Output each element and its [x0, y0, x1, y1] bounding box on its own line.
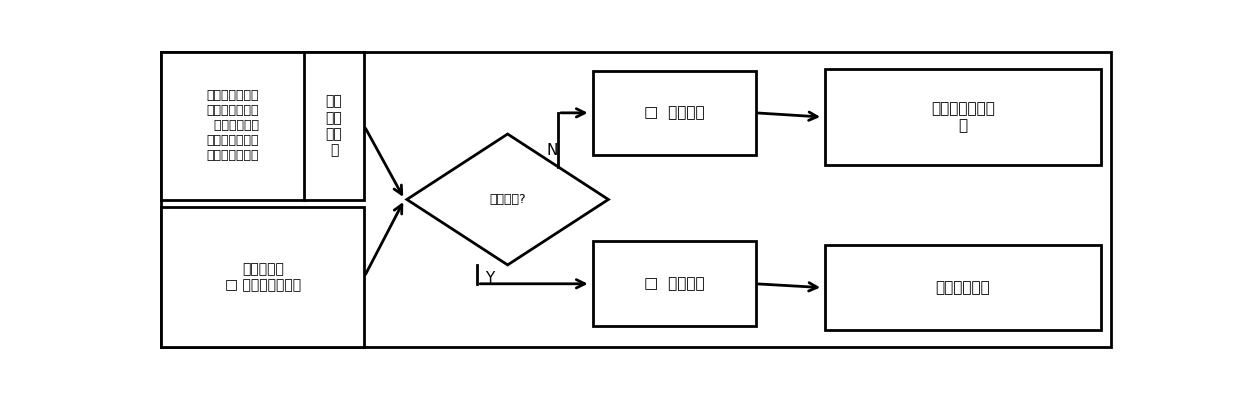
Bar — [593, 70, 755, 155]
Text: □  故障诊断: □ 故障诊断 — [644, 276, 704, 291]
Bar — [593, 241, 755, 326]
Bar — [161, 207, 365, 347]
Text: 在线监测数据、
带电检测数据、
  停电数据、负
荷、油温、台账
等设备状态数据: 在线监测数据、 带电检测数据、 停电数据、负 荷、油温、台账 等设备状态数据 — [206, 89, 259, 162]
Text: 定位设备故障: 定位设备故障 — [935, 280, 991, 295]
Text: 故障案例库
□ 故障树及故障谱: 故障案例库 □ 故障树及故障谱 — [224, 262, 301, 292]
Text: N: N — [547, 143, 558, 158]
Text: 故障停运?: 故障停运? — [490, 193, 526, 206]
Bar — [161, 52, 365, 200]
Text: □  故障预测: □ 故障预测 — [644, 105, 704, 120]
Bar — [826, 245, 1101, 330]
Text: 被诊
断分
析设
备: 被诊 断分 析设 备 — [326, 95, 342, 157]
Text: Y: Y — [485, 271, 495, 286]
Bar — [826, 69, 1101, 165]
Polygon shape — [407, 134, 609, 265]
Text: 预测设备潜在故
障: 预测设备潜在故 障 — [931, 101, 994, 133]
